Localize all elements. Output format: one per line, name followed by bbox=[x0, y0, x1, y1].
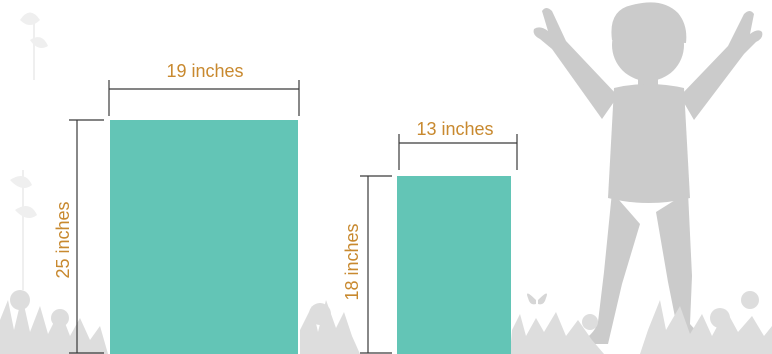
large-width-label: 19 inches bbox=[166, 61, 244, 81]
small-width-dimension-line bbox=[398, 134, 518, 170]
small-width-label: 13 inches bbox=[416, 119, 494, 139]
large-height-label: 25 inches bbox=[53, 201, 73, 279]
grass-flowers-icon bbox=[0, 290, 772, 354]
small-rectangle bbox=[397, 176, 511, 354]
faded-plant-icon bbox=[10, 12, 48, 290]
butterfly-icon bbox=[527, 293, 547, 305]
large-rectangle bbox=[110, 120, 298, 354]
small-height-dimension-line bbox=[360, 175, 392, 354]
child-silhouette-icon bbox=[533, 2, 763, 344]
large-height-dimension-line bbox=[69, 119, 104, 354]
large-width-dimension-line bbox=[108, 80, 300, 116]
small-height-label: 18 inches bbox=[342, 223, 362, 301]
